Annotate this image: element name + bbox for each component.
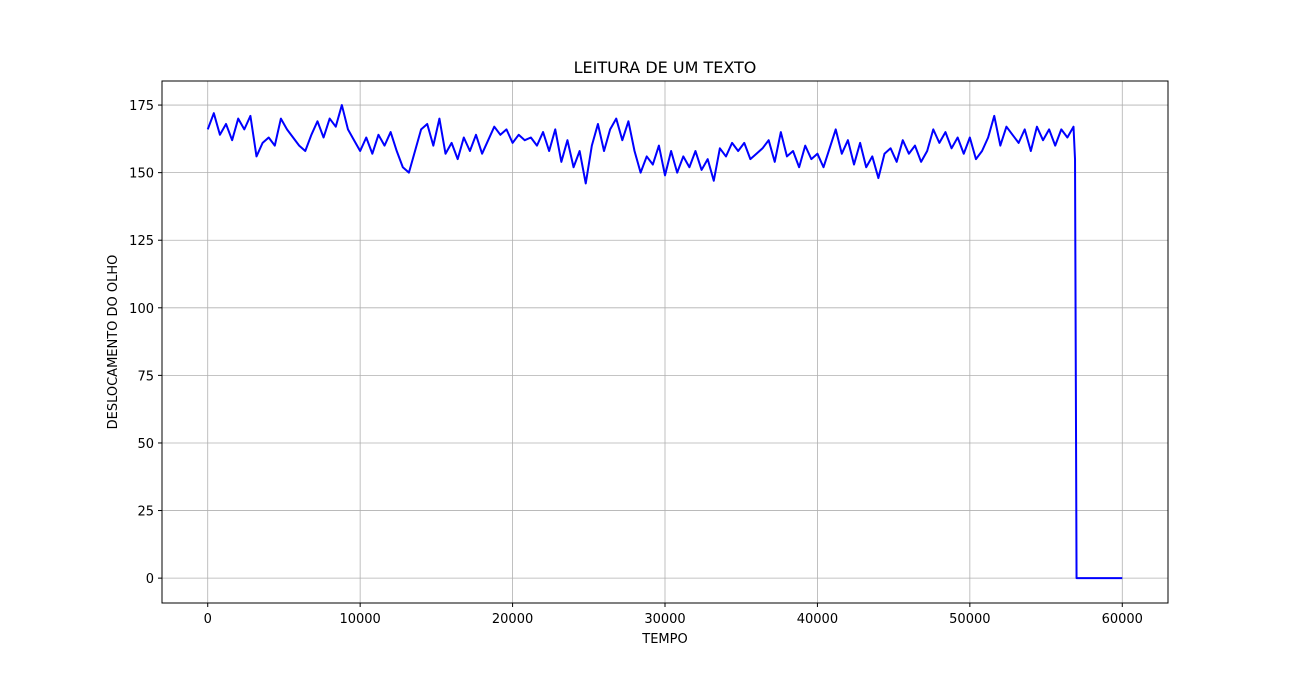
x-axis-label: TEMPO <box>641 632 687 647</box>
x-tick-label: 10000 <box>339 612 380 627</box>
x-tick-label: 30000 <box>644 612 685 627</box>
y-tick-label: 175 <box>129 99 154 114</box>
y-tick-label: 150 <box>129 167 154 182</box>
chart-title: LEITURA DE UM TEXTO <box>574 58 757 77</box>
x-tick-label: 20000 <box>492 612 533 627</box>
x-tick-label: 60000 <box>1102 612 1143 627</box>
x-tick-label: 40000 <box>797 612 838 627</box>
y-tick-label: 0 <box>146 572 154 587</box>
y-tick-label: 25 <box>137 505 154 520</box>
x-tick-label: 0 <box>204 612 212 627</box>
y-tick-label: 50 <box>137 437 154 452</box>
x-tick-label: 50000 <box>949 612 990 627</box>
y-axis-label: DESLOCAMENTO DO OLHO <box>106 255 121 430</box>
data-line <box>206 104 1123 580</box>
plot-frame <box>161 80 1169 604</box>
y-tick-label: 125 <box>129 234 154 249</box>
y-tick-label: 100 <box>129 302 154 317</box>
y-tick-label: 75 <box>137 369 154 384</box>
